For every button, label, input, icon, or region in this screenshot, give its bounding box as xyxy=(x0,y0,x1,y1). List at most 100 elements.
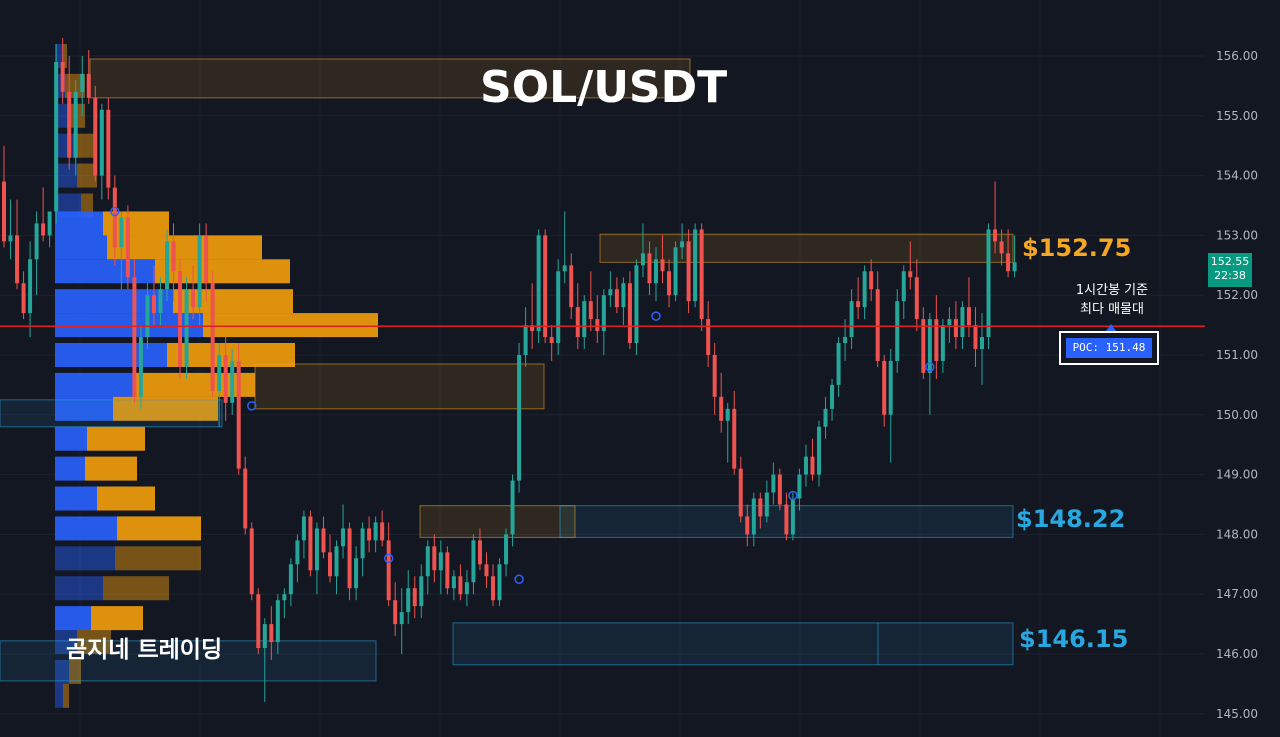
profile-buy-bar xyxy=(55,73,65,98)
profile-buy-bar xyxy=(55,546,115,571)
y-tick-label: 152.00 xyxy=(1216,288,1258,302)
candle-body xyxy=(862,271,867,308)
y-tick-label: 151.00 xyxy=(1216,348,1258,362)
candle-body xyxy=(640,253,645,266)
candle-body xyxy=(595,319,600,332)
candle-body xyxy=(980,337,984,350)
candle-body xyxy=(432,546,437,571)
candle-body xyxy=(28,259,33,314)
candle-body xyxy=(393,600,398,625)
candle-body xyxy=(171,241,176,272)
candle-body xyxy=(249,528,254,595)
candle-body xyxy=(556,271,561,344)
candle-body xyxy=(517,355,522,481)
y-tick-label: 149.00 xyxy=(1216,468,1258,482)
watermark-text: 곰지네 트레이딩 xyxy=(66,637,223,663)
candle-body xyxy=(647,253,652,284)
profile-sell-bar xyxy=(107,235,262,260)
candle-body xyxy=(262,624,267,649)
candle-body xyxy=(86,73,91,98)
signal-marker xyxy=(247,401,257,411)
candle-body xyxy=(993,229,998,242)
candle-body xyxy=(882,360,887,415)
signal-marker xyxy=(383,553,394,564)
candle-body xyxy=(191,289,196,308)
price-axis[interactable]: 145.00 146.00 147.00 148.00 149.00 150.00 151.… xyxy=(1205,0,1280,737)
profile-buy-bar xyxy=(55,456,85,481)
candle-body xyxy=(158,289,163,314)
candle-body xyxy=(601,295,606,332)
profile-buy-bar xyxy=(55,486,97,511)
candle-body xyxy=(497,564,502,601)
profile-sell-bar xyxy=(155,259,290,284)
poc-note-line1: 1시간봉 기준 xyxy=(1075,283,1149,298)
y-tick-label: 145.00 xyxy=(1216,707,1258,721)
candle-body xyxy=(99,109,104,176)
candle-body xyxy=(54,61,59,212)
candle-body xyxy=(132,277,137,397)
candle-body xyxy=(458,576,463,595)
volume-profile xyxy=(55,44,378,708)
resistance-zone xyxy=(254,363,545,410)
candle-body xyxy=(223,355,228,403)
candle-body xyxy=(549,337,554,344)
candle-body xyxy=(106,109,111,188)
candle-body xyxy=(895,301,900,361)
candle-body xyxy=(178,271,183,367)
candle-body xyxy=(856,301,861,308)
candle-body xyxy=(67,91,72,158)
candle-body xyxy=(314,528,319,571)
candle-body xyxy=(41,223,46,236)
candle-body xyxy=(210,283,215,391)
signal-marker xyxy=(788,490,798,501)
candle-body xyxy=(810,456,815,475)
candle-body xyxy=(341,528,346,547)
profile-sell-bar xyxy=(173,289,293,314)
current-price-tag: 152.55 22:38 xyxy=(1208,253,1252,287)
candle-body xyxy=(334,546,339,577)
profile-buy-bar xyxy=(55,211,103,236)
candle-body xyxy=(8,235,13,242)
profile-buy-bar xyxy=(55,343,167,367)
candle-body xyxy=(80,73,85,92)
candle-body xyxy=(1006,253,1011,272)
profile-buy-bar xyxy=(55,516,117,541)
resistance-zone xyxy=(89,58,691,99)
candle-body xyxy=(667,271,672,296)
signal-marker xyxy=(925,362,935,372)
chart-title: SOL/USDT xyxy=(480,62,728,113)
signal-marker xyxy=(110,206,120,217)
candle-body xyxy=(451,576,456,589)
candle-body xyxy=(125,217,130,278)
candle-body xyxy=(758,498,763,517)
candle-body xyxy=(614,289,619,308)
candle-body xyxy=(588,301,593,320)
candle-body xyxy=(940,325,945,361)
candle-body xyxy=(530,325,535,332)
y-tick-label: 154.00 xyxy=(1216,169,1258,183)
candle-body xyxy=(165,241,169,290)
candle-body xyxy=(119,217,124,248)
candle-body xyxy=(184,289,189,367)
profile-buy-bar xyxy=(55,630,77,655)
candle-body xyxy=(21,283,26,314)
candle-body xyxy=(960,307,965,338)
profile-sell-bar xyxy=(113,396,218,421)
candle-body xyxy=(843,337,848,344)
candle-body xyxy=(523,325,528,355)
candle-body xyxy=(712,355,717,397)
candle-body xyxy=(504,534,509,565)
candle-body xyxy=(301,516,306,541)
profile-sell-bar xyxy=(85,456,137,481)
candle-body xyxy=(869,271,874,290)
candle-body xyxy=(60,61,65,92)
profile-buy-bar xyxy=(55,426,87,451)
candle-body xyxy=(738,468,743,517)
candle-body xyxy=(575,307,580,338)
candle-body xyxy=(790,498,795,535)
candle-body xyxy=(706,319,711,355)
candle-body xyxy=(543,235,548,338)
profile-buy-bar xyxy=(55,396,113,421)
candle-body xyxy=(823,408,828,427)
